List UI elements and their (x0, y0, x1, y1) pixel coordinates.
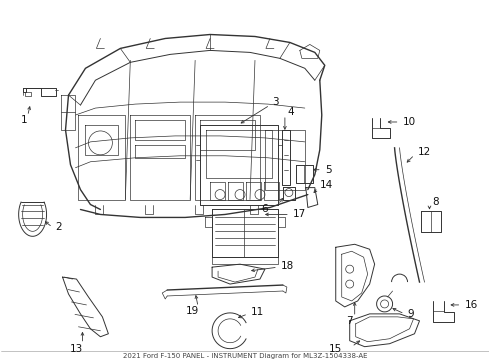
Text: 12: 12 (417, 147, 431, 157)
Text: 3: 3 (272, 97, 278, 107)
Text: 17: 17 (293, 210, 306, 220)
Text: 15: 15 (328, 344, 342, 354)
Text: 13: 13 (70, 344, 83, 354)
Text: 10: 10 (403, 117, 416, 127)
Text: 11: 11 (251, 307, 264, 317)
Text: 1: 1 (20, 115, 27, 125)
Text: 2021 Ford F-150 PANEL - INSTRUMENT Diagram for ML3Z-1504338-AE: 2021 Ford F-150 PANEL - INSTRUMENT Diagr… (123, 353, 367, 359)
Text: 2: 2 (55, 222, 62, 232)
Text: 5: 5 (325, 165, 331, 175)
Text: 14: 14 (320, 180, 333, 190)
Text: 7: 7 (346, 316, 353, 326)
Text: 18: 18 (281, 261, 294, 271)
Text: 4: 4 (288, 107, 294, 117)
Text: 9: 9 (408, 309, 414, 319)
Text: 8: 8 (433, 197, 439, 207)
Text: 19: 19 (186, 306, 199, 316)
Text: 6: 6 (261, 204, 268, 215)
Text: 16: 16 (465, 300, 478, 310)
